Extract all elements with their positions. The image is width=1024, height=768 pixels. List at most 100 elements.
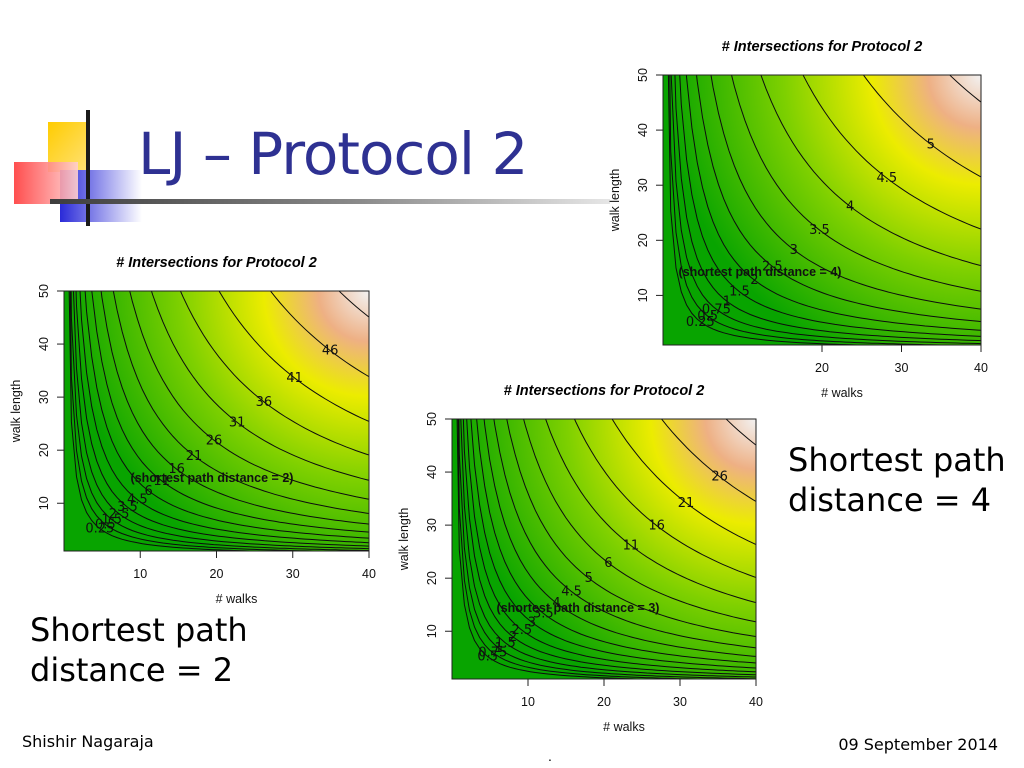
contour-label: 11 bbox=[153, 474, 170, 489]
y-tick-label: 20 bbox=[37, 443, 51, 457]
y-tick-label: 50 bbox=[636, 68, 650, 82]
contour-line bbox=[70, 291, 369, 551]
x-tick-label: 20 bbox=[597, 695, 611, 709]
contour-line bbox=[68, 291, 270, 551]
contour-line bbox=[731, 75, 981, 292]
contour-plot-distance-2: 0.25 0.5 1.5 2.5 3.5 4.5 6 11 16 21 26 31 36 41 46 # In… bbox=[0, 248, 385, 616]
y-tick-label: 30 bbox=[636, 178, 650, 192]
contour-line bbox=[573, 419, 756, 579]
contour-line bbox=[760, 75, 981, 267]
chart-title: # Intersections for Protocol 2 bbox=[504, 383, 705, 399]
contour-label: 1.5 bbox=[495, 636, 516, 651]
contour-line bbox=[462, 419, 756, 676]
heatmap-surface bbox=[452, 419, 756, 679]
contour-label: 4 bbox=[846, 199, 854, 214]
x-tick-label: 20 bbox=[815, 361, 829, 375]
contour-line bbox=[72, 291, 369, 550]
contour-label: 46 bbox=[322, 344, 339, 359]
x-tick-label: 30 bbox=[286, 567, 300, 581]
contour-line bbox=[150, 291, 369, 481]
y-tick-label: 20 bbox=[425, 571, 439, 585]
contour-line bbox=[84, 291, 369, 539]
contour-line bbox=[611, 419, 756, 546]
contour-label: 6 bbox=[604, 556, 612, 571]
contour-label: 31 bbox=[229, 415, 246, 430]
contour-label: 4 bbox=[552, 596, 560, 611]
slide-logo bbox=[12, 108, 142, 226]
contour-label: 4.5 bbox=[561, 585, 582, 600]
y-tick-label: 40 bbox=[636, 123, 650, 137]
contour-label: 16 bbox=[168, 462, 185, 477]
y-tick-label: 40 bbox=[425, 465, 439, 479]
chart-title: # Intersections for Protocol 2 bbox=[116, 255, 317, 271]
contour-label: 0.5 bbox=[95, 517, 116, 532]
caption-line: Shortest path bbox=[30, 611, 248, 649]
contour-label: 41 bbox=[286, 371, 303, 386]
contour-label: 2 bbox=[509, 630, 517, 645]
footer-date: 09 September 2014 bbox=[838, 735, 998, 754]
contour-label: 1 bbox=[495, 641, 503, 656]
x-tick-label: 20 bbox=[210, 567, 224, 581]
contour-line bbox=[483, 419, 756, 657]
y-tick-label: 20 bbox=[636, 233, 650, 247]
x-tick-label: 30 bbox=[673, 695, 687, 709]
contour-line bbox=[506, 419, 756, 638]
contour-label: 5 bbox=[927, 137, 935, 152]
contour-line bbox=[100, 291, 369, 525]
contour-label: 0.5 bbox=[697, 309, 718, 324]
contour-line bbox=[674, 75, 981, 342]
contour-label: 21 bbox=[186, 449, 203, 464]
footer-dot: . bbox=[548, 748, 552, 764]
contour-line bbox=[679, 75, 981, 337]
contour-line bbox=[179, 291, 369, 456]
contour-label: 26 bbox=[206, 433, 223, 448]
contour-line bbox=[670, 75, 981, 345]
contour-plot-distance-4: 0.25 0.5 0.75 1 1.5 2 2.5 3 3.5 4 4.5 5 # Intersecti… bbox=[600, 30, 1010, 415]
contour-line bbox=[129, 291, 369, 500]
contour-line bbox=[476, 419, 756, 664]
contour-line bbox=[112, 291, 369, 514]
contour-label: 3.5 bbox=[533, 606, 554, 621]
contour-label: 6 bbox=[144, 484, 152, 499]
x-tick-label: 40 bbox=[974, 361, 988, 375]
slide-title: LJ – Protocol 2 bbox=[138, 120, 528, 188]
footer-author: Shishir Nagaraja bbox=[22, 732, 154, 751]
contour-label: 2.5 bbox=[762, 259, 783, 274]
chart-annotation: (shortest path distance = 2) bbox=[131, 471, 294, 485]
y-tick-label: 50 bbox=[425, 412, 439, 426]
y-tick-label: 30 bbox=[425, 518, 439, 532]
contour-label: 1 bbox=[723, 294, 731, 309]
contour-label: 0.75 bbox=[702, 302, 731, 317]
contour-line bbox=[523, 419, 756, 623]
contour-line bbox=[696, 75, 981, 323]
x-axis-label: # walks bbox=[216, 592, 258, 606]
contour-label: 1.5 bbox=[729, 285, 750, 300]
contour-line bbox=[460, 419, 756, 678]
y-tick-label: 40 bbox=[37, 337, 51, 351]
contour-line bbox=[269, 291, 369, 378]
contour-line bbox=[458, 419, 756, 679]
contour-line bbox=[667, 75, 878, 345]
contour-line bbox=[470, 419, 756, 669]
y-axis-label: walk length bbox=[397, 508, 411, 572]
contour-line bbox=[660, 419, 756, 503]
x-tick-label: 10 bbox=[133, 567, 147, 581]
heatmap-surface bbox=[663, 75, 981, 345]
contour-label: 4.5 bbox=[876, 171, 897, 186]
contour-line bbox=[457, 419, 723, 679]
contour-label: 11 bbox=[623, 539, 640, 554]
x-axis-label: # walks bbox=[603, 720, 645, 734]
caption-line: Shortest path bbox=[788, 441, 1006, 479]
contour-line bbox=[685, 75, 981, 331]
y-tick-label: 50 bbox=[37, 284, 51, 298]
y-tick-label: 10 bbox=[636, 288, 650, 302]
y-axis-label: walk length bbox=[9, 380, 23, 444]
x-tick-label: 30 bbox=[895, 361, 909, 375]
contour-label: 36 bbox=[256, 395, 273, 410]
contour-line bbox=[79, 291, 369, 544]
contour-plot-distance-3: 0.5 0.75 1 1.5 2 2.5 3 3.5 4 4.5 5 6 11 16 21 26 # Inter… bbox=[390, 376, 775, 744]
contour-line bbox=[466, 419, 756, 673]
y-tick-label: 10 bbox=[37, 496, 51, 510]
x-tick-label: 10 bbox=[521, 695, 535, 709]
contour-label: 16 bbox=[648, 519, 665, 534]
